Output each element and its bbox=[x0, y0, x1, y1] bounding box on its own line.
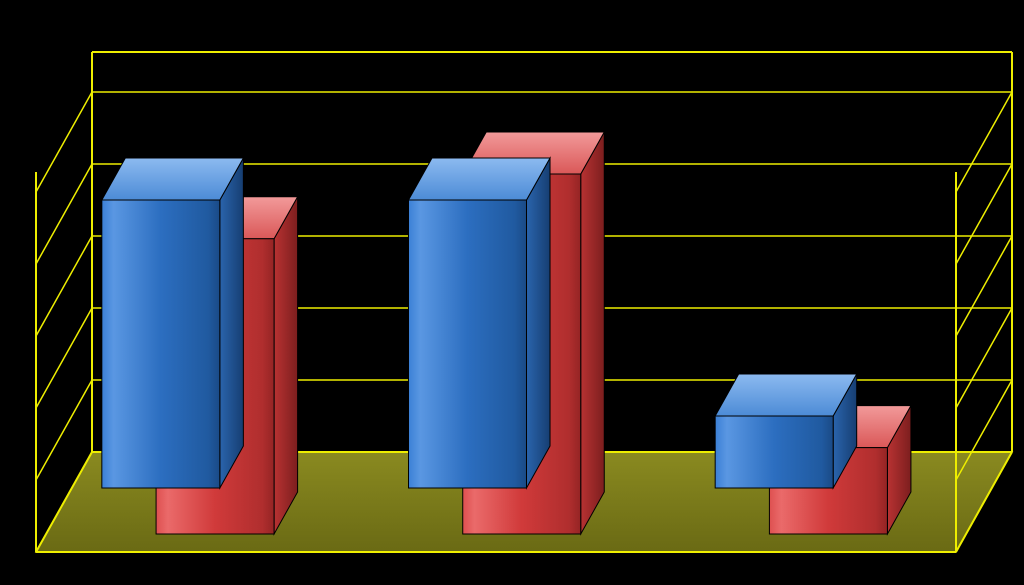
series-a-side bbox=[220, 158, 244, 488]
gridline-side-right bbox=[956, 164, 1012, 264]
series-a-front bbox=[102, 200, 220, 488]
gridline-side-right bbox=[956, 308, 1012, 408]
series-a-top bbox=[102, 158, 244, 200]
gridline-side bbox=[36, 236, 92, 336]
series-a-front bbox=[409, 200, 527, 488]
series-b-side bbox=[274, 197, 298, 534]
gridline-side-right bbox=[956, 236, 1012, 336]
series-b-side bbox=[581, 132, 605, 534]
gridline-side bbox=[36, 308, 92, 408]
series-a-side bbox=[527, 158, 551, 488]
series-a-front bbox=[715, 416, 833, 488]
gridline-side-right bbox=[956, 92, 1012, 192]
gridline-side bbox=[36, 164, 92, 264]
series-a-top bbox=[715, 374, 857, 416]
gridline-side bbox=[36, 92, 92, 192]
bar-chart-3d bbox=[0, 0, 1024, 585]
series-a-top bbox=[409, 158, 551, 200]
